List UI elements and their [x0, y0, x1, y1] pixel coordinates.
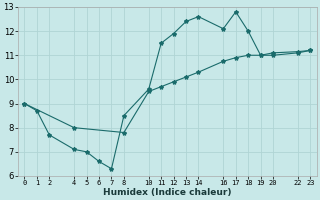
- X-axis label: Humidex (Indice chaleur): Humidex (Indice chaleur): [103, 188, 232, 197]
